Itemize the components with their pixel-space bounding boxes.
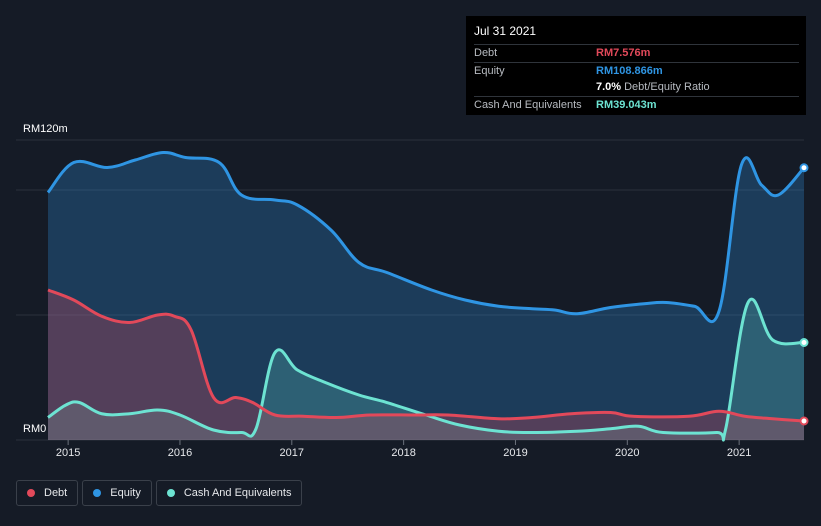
tooltip-ratio-value: 7.0% — [596, 81, 622, 94]
x-tick-label-2021: 2021 — [727, 447, 751, 459]
equity-line — [46, 150, 806, 324]
cash-line — [47, 297, 805, 442]
tooltip-row-equity: Equity RM108.866m — [474, 61, 799, 80]
debt-line — [47, 288, 805, 423]
legend-debt-label: Debt — [44, 487, 68, 499]
cash-area — [48, 299, 804, 441]
tooltip-debt-label: Debt — [474, 47, 498, 60]
cash-end-marker — [799, 338, 809, 347]
equity-dot-icon — [93, 489, 102, 497]
tooltip-ratio-label: Debt/Equity Ratio — [624, 81, 710, 94]
equity-end-marker — [799, 163, 809, 173]
legend-item-cash[interactable]: Cash And Equivalents — [155, 480, 303, 506]
grid-lines — [16, 139, 804, 441]
y-axis-max-label: RM120m — [23, 123, 68, 135]
chart-legend: Debt Equity Cash And Equivalents — [16, 480, 303, 506]
legend-item-equity[interactable]: Equity — [82, 480, 152, 506]
tooltip-row-debt: Debt RM7.576m — [474, 44, 799, 62]
equity-area — [48, 152, 804, 440]
tooltip-date: Jul 31 2021 — [474, 24, 537, 38]
tooltip-equity-value: RM108.866m — [596, 64, 663, 77]
debt-dot-icon — [27, 489, 35, 497]
tooltip-row-ratio: 7.0% Debt/Equity Ratio — [474, 79, 799, 96]
data-tooltip: Jul 31 2021 Debt RM7.576m Equity RM108.8… — [466, 16, 806, 115]
x-tick-label-2020: 2020 — [615, 447, 639, 459]
x-axis-ticks: 2015 2016 2017 2018 2019 2020 2021 — [56, 440, 751, 459]
cash-dot-icon — [166, 489, 175, 497]
legend-item-debt[interactable]: Debt — [16, 480, 79, 506]
x-tick-label-2018: 2018 — [391, 447, 415, 459]
series-areas — [48, 152, 804, 441]
debt-area — [48, 290, 804, 440]
series-end-markers — [799, 163, 809, 426]
debt-end-marker — [799, 416, 809, 426]
tooltip-debt-value: RM7.576m — [596, 47, 651, 60]
series-lines — [46, 150, 806, 442]
x-tick-label-2016: 2016 — [168, 447, 192, 459]
legend-cash-label: Cash And Equivalents — [183, 487, 292, 499]
legend-equity-label: Equity — [110, 487, 141, 499]
tooltip-row-cash: Cash And Equivalents RM39.043m — [474, 95, 799, 114]
tooltip-cash-value: RM39.043m — [596, 98, 657, 111]
tooltip-equity-label: Equity — [474, 64, 505, 77]
x-tick-label-2017: 2017 — [280, 447, 304, 459]
y-axis-min-label: RM0 — [23, 423, 46, 435]
x-tick-label-2015: 2015 — [56, 447, 80, 459]
x-tick-label-2019: 2019 — [503, 447, 527, 459]
tooltip-cash-label: Cash And Equivalents — [474, 98, 582, 111]
